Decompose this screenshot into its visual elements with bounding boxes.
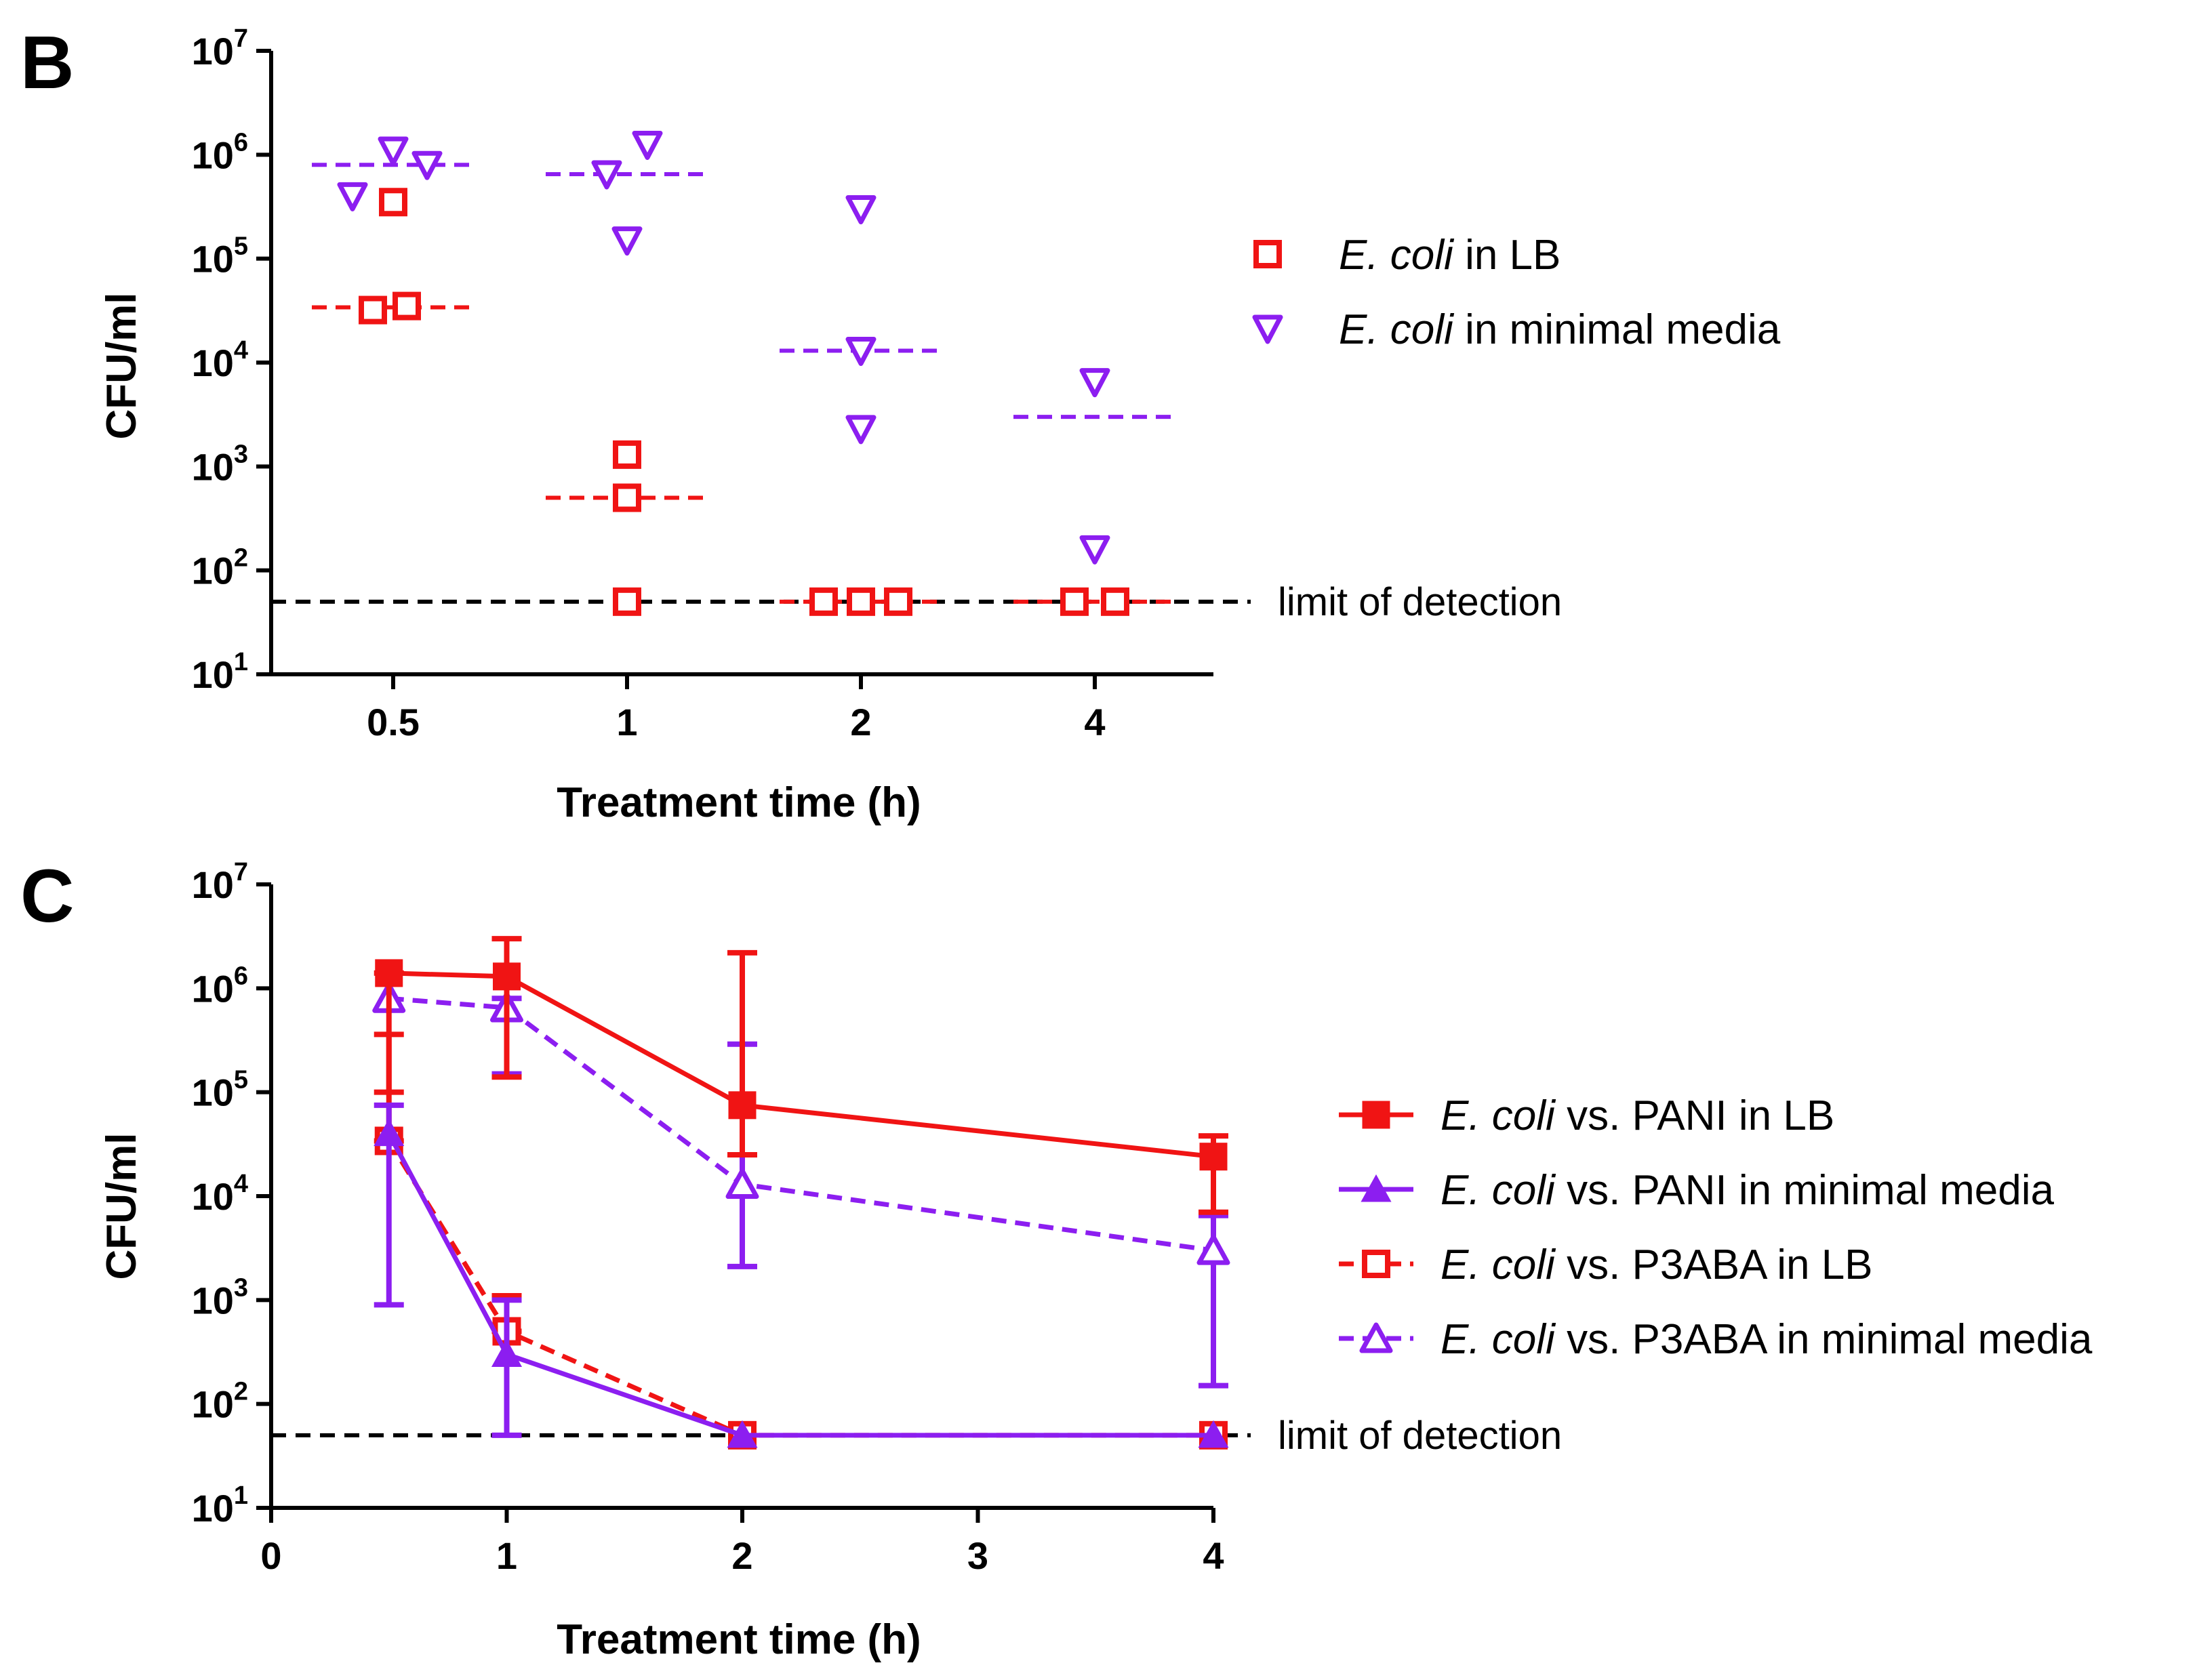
panel-c-legend: E. coli vs. PANI in LB E. coli vs. PANI i… — [1339, 1092, 2093, 1363]
panel-c-point-e-coli-vs-pani-in-minimal-media — [374, 1118, 405, 1147]
panel-b-point-e-coli-in-lb-1 — [613, 587, 641, 616]
panel-b-y-axis: 101 102 103 104 105 106 107 — [192, 24, 273, 696]
panel-c-series-e-coli-vs-pani-in-minimal-media — [374, 1102, 1229, 1448]
panel-b-point-e-coli-in-lb-2 — [884, 587, 912, 616]
panel-b-lod-label: limit of detection — [1278, 580, 1562, 624]
panel-c-y-tick-label: 106 — [192, 962, 248, 1010]
panel-b-y-tick-label: 107 — [192, 24, 248, 73]
panel-c-point-e-coli-vs-pani-in-lb — [493, 962, 521, 991]
panel-b-point-e-coli-in-minimal-media-0-5 — [337, 182, 368, 211]
panel-c-legend-label-e-coli-vs-p3aba-in-lb: E. coli vs. P3ABA in LB — [1441, 1242, 1873, 1288]
panel-b-y-tick-label: 106 — [192, 128, 248, 176]
panel-c-x-tick-label: 3 — [967, 1534, 988, 1577]
panel-c-y-tick-label: 104 — [192, 1170, 248, 1218]
panel-b-y-tick-label: 104 — [192, 336, 248, 384]
panel-b-point-e-coli-in-lb-1 — [613, 440, 641, 469]
panel-b-point-e-coli-in-minimal-media-0-5 — [378, 136, 409, 166]
panel-b-point-e-coli-in-lb-2 — [847, 587, 875, 616]
panel-b-point-e-coli-in-minimal-media-4 — [1079, 368, 1110, 398]
panel-b-point-e-coli-in-lb-4 — [1060, 587, 1089, 616]
panel-b-point-e-coli-in-minimal-media-1 — [591, 160, 622, 190]
panel-c-legend-marker-e-coli-vs-pani-in-lb — [1362, 1101, 1390, 1129]
panel-c-series-e-coli-vs-pani-in-lb — [374, 936, 1228, 1215]
panel-b-point-e-coli-in-minimal-media-4 — [1079, 535, 1110, 565]
panel-b-point-e-coli-in-lb-4 — [1101, 587, 1129, 616]
panel-c-legend-marker-e-coli-vs-p3aba-in-minimal-media — [1359, 1322, 1393, 1353]
panel-b-legend-label-e-coli-in-lb: E. coli in LB — [1339, 232, 1560, 279]
panel-c-point-e-coli-vs-p3aba-in-minimal-media — [725, 1168, 759, 1200]
panel-b-point-e-coli-in-lb-0-5 — [359, 295, 387, 325]
panel-b-legend-label-e-coli-in-minimal-media: E. coli in minimal media — [1339, 306, 1781, 353]
panel-c-x-tick-label: 1 — [496, 1534, 517, 1577]
panel-c-point-e-coli-vs-pani-in-minimal-media — [491, 1339, 523, 1368]
panel-c-legend-label-e-coli-vs-p3aba-in-minimal-media: E. coli vs. P3ABA in minimal media — [1441, 1316, 2093, 1363]
panel-c-point-e-coli-vs-pani-in-lb — [728, 1091, 757, 1120]
panel-b-y-tick-label: 101 — [192, 648, 248, 696]
panel-c-lod-label: limit of detection — [1278, 1414, 1562, 1458]
panel-b-point-e-coli-in-minimal-media-2 — [845, 337, 877, 367]
panel-c-legend-label-e-coli-vs-pani-in-minimal-media: E. coli vs. PANI in minimal media — [1441, 1167, 2055, 1214]
panel-c-y-tick-label: 107 — [192, 858, 248, 906]
panel-c: C 101 102 103 104 105 106 107 0 1 2 3 4 CFU/ml Tre… — [20, 855, 2093, 1663]
panel-c-y-tick-label: 101 — [192, 1481, 248, 1530]
panel-b-x-axis: 0.5 1 2 4 — [271, 672, 1213, 743]
panel-c-line-e-coli-vs-pani-in-minimal-media — [386, 1132, 1213, 1438]
panel-c-legend-label-e-coli-vs-pani-in-lb: E. coli vs. PANI in LB — [1441, 1092, 1834, 1139]
panel-c-legend-marker-e-coli-vs-pani-in-minimal-media — [1361, 1174, 1392, 1202]
panel-c-point-e-coli-vs-pani-in-minimal-media — [727, 1420, 758, 1448]
panel-b-point-e-coli-in-lb-0-5 — [379, 188, 407, 217]
panel-c-series-e-coli-vs-p3aba-in-lb — [374, 1031, 1228, 1450]
panel-b-point-e-coli-in-minimal-media-1 — [611, 226, 643, 256]
panel-b-letter: B — [20, 21, 74, 104]
panel-c-point-e-coli-vs-pani-in-lb — [1199, 1143, 1228, 1171]
panel-c-y-axis-label: CFU/ml — [98, 1133, 145, 1280]
panel-c-letter: C — [20, 855, 74, 938]
panel-b-point-e-coli-in-minimal-media-2 — [845, 195, 877, 225]
panel-b-point-e-coli-in-lb-0-5 — [392, 291, 421, 321]
panel-b-legend-marker-e-coli-in-lb — [1253, 240, 1282, 268]
panel-b-y-tick-label: 105 — [192, 232, 248, 281]
panel-c-x-tick-label: 2 — [731, 1534, 752, 1577]
panel-b-x-tick-label: 2 — [850, 701, 871, 743]
panel-c-point-e-coli-vs-pani-in-minimal-media — [1198, 1420, 1229, 1448]
panel-c-line-e-coli-vs-p3aba-in-lb — [386, 1139, 1213, 1438]
panel-b: B 101 102 103 104 105 106 107 0.5 1 2 4 CFU/ml Tr… — [20, 21, 1781, 826]
panel-c-x-axis: 0 1 2 3 4 — [260, 1506, 1224, 1577]
panel-c-x-tick-label: 0 — [260, 1534, 281, 1577]
panel-b-limit-of-detection: limit of detection — [271, 580, 1562, 624]
panel-b-point-e-coli-in-lb-1 — [613, 483, 641, 512]
panel-b-legend-marker-e-coli-in-minimal-media — [1252, 314, 1283, 344]
panel-b-point-e-coli-in-minimal-media-2 — [845, 415, 877, 445]
panel-c-line-e-coli-vs-p3aba-in-minimal-media — [388, 996, 1214, 1253]
panel-b-legend: E. coli in LB E. coli in minimal media — [1252, 232, 1781, 353]
panel-b-data-points — [337, 130, 1129, 616]
panel-c-series — [372, 936, 1230, 1450]
panel-b-point-e-coli-in-lb-2 — [809, 587, 838, 616]
panel-b-mean-lines — [312, 163, 1176, 604]
panel-c-x-axis-label: Treatment time (h) — [557, 1616, 921, 1663]
panel-c-legend-marker-e-coli-vs-p3aba-in-lb — [1362, 1250, 1390, 1278]
panel-c-y-tick-label: 105 — [192, 1066, 248, 1114]
panel-c-point-e-coli-vs-pani-in-lb — [375, 959, 403, 987]
panel-b-y-tick-label: 102 — [192, 544, 248, 592]
panel-c-y-axis: 101 102 103 104 105 106 107 — [192, 858, 273, 1530]
panel-b-x-tick-label: 0.5 — [367, 701, 420, 743]
panel-c-y-tick-label: 102 — [192, 1378, 248, 1426]
panel-b-point-e-coli-in-minimal-media-1 — [632, 130, 663, 160]
panel-b-x-axis-label: Treatment time (h) — [557, 779, 921, 826]
panel-c-line-e-coli-vs-pani-in-lb — [388, 970, 1214, 1160]
panel-c-x-tick-label: 4 — [1203, 1534, 1224, 1577]
panel-c-y-tick-label: 103 — [192, 1273, 248, 1322]
panel-b-point-e-coli-in-minimal-media-0-5 — [411, 150, 443, 180]
panel-b-y-axis-label: CFU/ml — [98, 293, 145, 440]
panel-b-x-tick-label: 1 — [616, 701, 637, 743]
panel-b-y-tick-label: 103 — [192, 440, 248, 488]
panel-c-point-e-coli-vs-p3aba-in-minimal-media — [1196, 1234, 1230, 1265]
panel-b-x-tick-label: 4 — [1084, 701, 1105, 743]
